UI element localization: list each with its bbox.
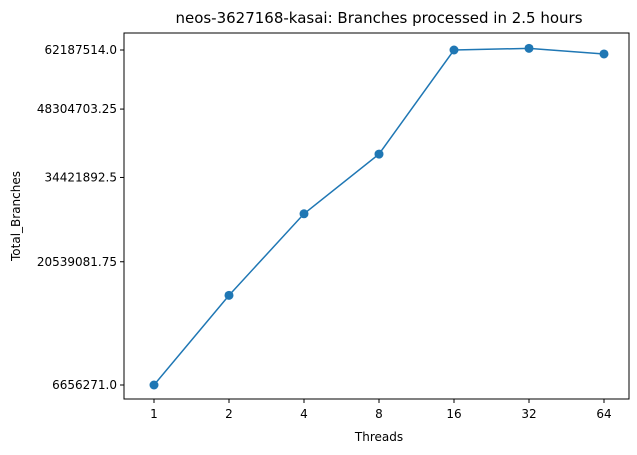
y-axis-label: Total_Branches — [9, 171, 23, 262]
x-tick-label: 8 — [375, 407, 383, 421]
data-point — [449, 45, 459, 55]
series-layer — [149, 43, 609, 390]
y-tick-label: 20539081.75 — [37, 255, 117, 269]
x-tick-label: 2 — [225, 407, 233, 421]
data-point — [224, 290, 234, 300]
chart-title: neos-3627168-kasai: Branches processed i… — [175, 9, 582, 27]
x-tick-label: 64 — [596, 407, 611, 421]
plot-area — [123, 32, 630, 400]
x-axis-ticks: 1 2 4 8 16 32 64 — [150, 399, 612, 421]
x-axis-label: Threads — [354, 430, 403, 444]
y-tick-label: 6656271.0 — [52, 378, 117, 392]
y-tick-label: 48304703.25 — [37, 102, 117, 116]
x-tick-label: 4 — [300, 407, 308, 421]
data-point — [374, 149, 384, 159]
y-axis-ticks: 6656271.0 20539081.75 34421892.5 48304703.2… — [37, 43, 124, 392]
data-point — [149, 380, 159, 390]
series-line — [153, 47, 605, 386]
x-tick-label: 1 — [150, 407, 158, 421]
plot-frame — [123, 32, 630, 400]
y-tick-label: 34421892.5 — [44, 170, 117, 184]
data-point — [599, 49, 609, 59]
data-point — [299, 209, 309, 219]
y-tick-label: 62187514.0 — [44, 43, 117, 57]
data-point — [524, 43, 534, 53]
x-tick-label: 32 — [521, 407, 536, 421]
x-tick-label: 16 — [446, 407, 461, 421]
